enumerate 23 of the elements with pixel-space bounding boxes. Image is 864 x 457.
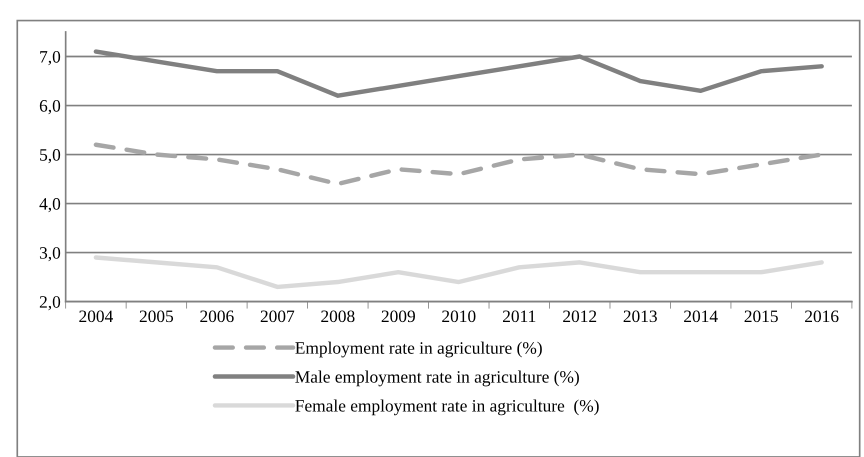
x-tick-label: 2007 [260,310,294,322]
x-tick-label: 2005 [140,310,174,322]
y-tick-label: 4,0 [39,198,60,212]
y-tick-label: 7,0 [40,50,60,66]
y-tick-label: 5,0 [40,149,60,164]
legend-label: Employment rate in agriculture (%) [295,342,542,358]
x-tick-label: 2012 [563,310,596,322]
x-tick-label: 2011 [502,310,536,322]
y-tick-label: 6,0 [40,100,60,114]
x-tick-label: 2009 [382,310,415,322]
x-tick-label: 2016 [805,310,839,322]
x-tick-label: 2004 [79,310,113,322]
line-series [94,255,824,290]
y-tick-label: 2,0 [40,296,60,310]
x-tick-label: 2014 [684,310,718,322]
y-tick-label: 3,0 [40,247,60,262]
x-tick-label: 2013 [624,310,657,322]
x-tick-label: 2006 [200,310,234,322]
legend-label: Female employment rate in agriculture (%) [295,399,599,416]
x-tick-label: 2015 [744,310,778,322]
x-tick-label: 2010 [442,310,476,322]
x-tick-label: 2008 [321,310,355,322]
legend-label: Male employment rate in agriculture (%) [295,370,579,386]
